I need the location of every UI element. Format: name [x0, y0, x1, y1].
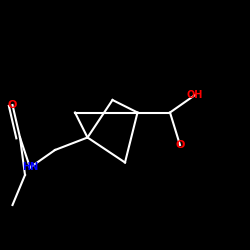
Text: O: O [175, 140, 185, 150]
Text: OH: OH [187, 90, 203, 100]
Text: HN: HN [22, 162, 38, 172]
Text: O: O [8, 100, 17, 110]
